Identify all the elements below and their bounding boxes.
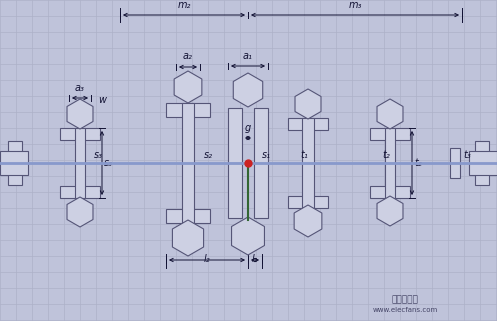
Bar [450,163,460,178]
Bar [302,163,314,208]
Bar [0,151,28,175]
Bar [385,128,395,163]
Bar [75,163,85,198]
Polygon shape [294,205,322,237]
Polygon shape [377,99,403,129]
Bar [288,196,328,208]
Text: a₂: a₂ [183,51,193,61]
Text: a₃: a₃ [75,83,85,93]
Polygon shape [377,196,403,226]
Bar [450,148,460,163]
Text: l₁: l₁ [251,254,258,264]
Text: m₃: m₃ [348,0,362,10]
Text: www.elecfans.com: www.elecfans.com [372,307,438,313]
Text: t₂: t₂ [414,158,422,168]
Bar [166,103,210,117]
Polygon shape [67,99,93,129]
Polygon shape [295,89,321,119]
Text: 电子发烧友: 电子发烧友 [392,296,418,305]
Bar [475,141,489,185]
Text: m₂: m₂ [177,0,191,10]
Polygon shape [174,71,202,103]
Text: s₁: s₁ [262,150,271,160]
Text: a₁: a₁ [243,51,253,61]
Text: s₃: s₃ [94,150,103,160]
Polygon shape [233,73,263,107]
Bar [60,128,100,140]
Bar [254,108,268,163]
Bar [166,209,210,223]
Text: s₃: s₃ [104,158,113,168]
Bar [182,163,194,223]
Bar [469,151,497,175]
Text: s₂: s₂ [204,150,213,160]
Text: t₂: t₂ [382,150,390,160]
Text: w: w [98,95,106,105]
Text: t₃: t₃ [463,150,471,160]
Polygon shape [172,220,204,256]
Polygon shape [232,217,264,255]
Bar [370,186,410,198]
Text: g: g [245,123,251,133]
Bar [288,118,328,130]
Bar [370,128,410,140]
Bar [60,186,100,198]
Text: l₂: l₂ [204,254,210,264]
Bar [8,141,22,185]
Bar [302,118,314,163]
Bar [182,103,194,163]
Bar [228,163,242,218]
Polygon shape [67,197,93,227]
Bar [75,128,85,163]
Bar [254,163,268,218]
Text: t₁: t₁ [300,150,308,160]
Bar [228,108,242,163]
Bar [385,163,395,198]
